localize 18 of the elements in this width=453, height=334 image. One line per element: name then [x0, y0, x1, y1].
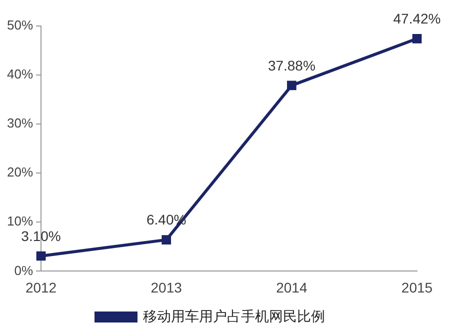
point	[412, 34, 422, 44]
y-tick-label: 0%	[14, 262, 34, 278]
data-label: 3.10%	[21, 228, 61, 244]
y-tick-label: 50%	[6, 18, 34, 33]
y-tick-label: 20%	[6, 164, 34, 180]
x-tick-label: 2013	[150, 279, 182, 296]
y-tick-label: 10%	[6, 214, 34, 229]
point	[36, 251, 46, 261]
data-label: 47.42%	[393, 10, 441, 27]
x-tick-label: 2012	[25, 279, 57, 296]
legend-label: 移动用车用户占手机网民比例	[143, 308, 325, 324]
data-label: 37.88%	[268, 57, 316, 74]
x-tick-label: 2014	[276, 279, 308, 296]
y-tick-label: 30%	[6, 116, 34, 131]
x-tick-label: 2015	[401, 279, 433, 296]
point	[286, 80, 296, 90]
point	[162, 235, 172, 244]
y-tick-label: 40%	[6, 66, 34, 82]
